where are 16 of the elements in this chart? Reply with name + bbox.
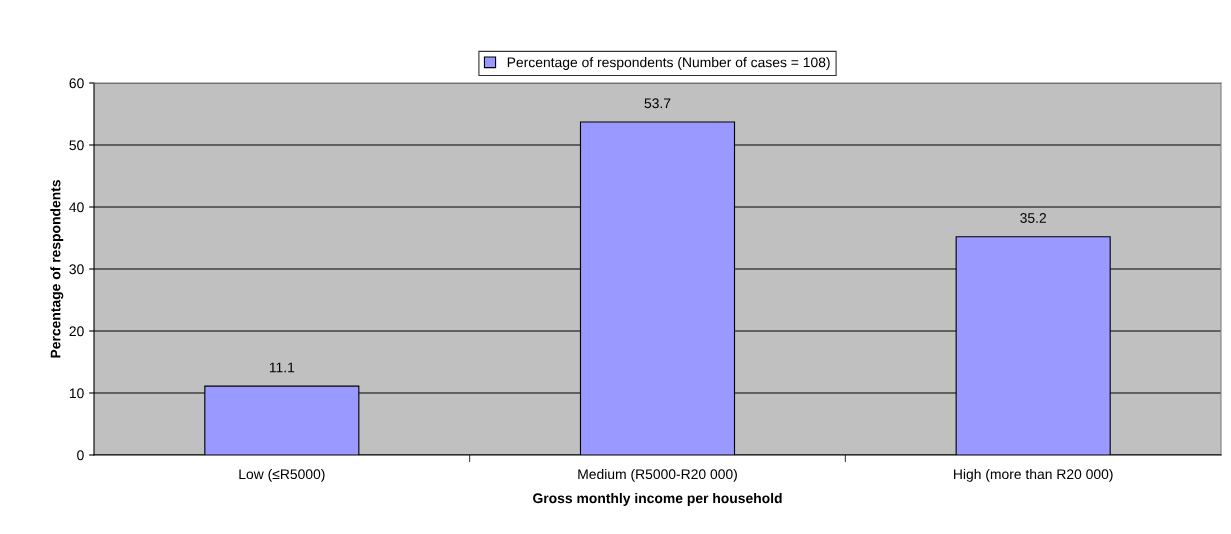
y-tick-label: 60 — [69, 78, 84, 89]
data-label: 11.1 — [269, 362, 295, 373]
data-label: 53.7 — [644, 98, 671, 109]
y-tick-label: 50 — [69, 140, 84, 151]
y-tick-label: 30 — [69, 264, 84, 275]
x-axis-title: Gross monthly income per household — [533, 492, 782, 506]
y-tick-label: 40 — [69, 202, 84, 213]
x-tick-label: Low (≤R5000) — [239, 468, 325, 482]
y-tick-label: 0 — [77, 450, 84, 461]
legend-label: Percentage of respondents (Number of cases = 108) — [507, 57, 830, 70]
y-tick-label: 10 — [69, 388, 84, 399]
data-label: 35.2 — [1020, 213, 1046, 223]
y-tick-label: 20 — [69, 326, 84, 337]
y-axis-title: Percentage of respondents — [50, 180, 64, 358]
x-tick-label: Medium (R5000-R20 000) — [578, 468, 737, 482]
x-tick-label: High (more than R20 000) — [954, 468, 1113, 482]
